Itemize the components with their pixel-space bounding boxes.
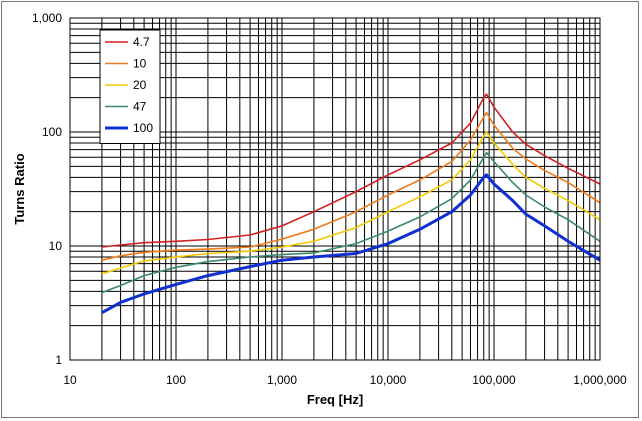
y-tick-label: 100: [42, 125, 62, 139]
x-tick-label: 1,000,000: [573, 373, 627, 387]
series-line-10: [101, 111, 601, 261]
series-lines: [101, 93, 601, 315]
x-tick-label: 1,000: [267, 373, 297, 387]
legend: 4.7 10 20 47 100: [99, 29, 161, 144]
legend-label-20: 20: [133, 78, 147, 92]
x-tick-label: 100,000: [472, 373, 516, 387]
legend-box: [99, 29, 161, 144]
y-tick-label: 10: [49, 239, 63, 253]
tick-labels: 10 100 1,000 10,000 100,000 1,000,0001101001,…: [32, 11, 627, 387]
x-tick-label: 10,000: [370, 373, 407, 387]
legend-label-4.7: 4.7: [133, 35, 150, 49]
series-line-47: [101, 151, 601, 294]
y-tick-label: 1: [55, 353, 62, 367]
x-tick-label: 100: [166, 373, 186, 387]
x-axis-title: Freq [Hz]: [307, 392, 363, 407]
x-tick-label: 10: [63, 373, 77, 387]
legend-label-100: 100: [133, 121, 153, 135]
y-axis-title: Turns Ratio: [12, 153, 27, 224]
plot-border: [69, 17, 601, 361]
y-tick-label: 1,000: [32, 11, 62, 25]
series-line-100: [101, 173, 601, 315]
series-line-20: [101, 131, 601, 275]
series-line-4.7: [101, 93, 601, 248]
legend-label-10: 10: [133, 57, 147, 71]
legend-label-47: 47: [133, 100, 147, 114]
